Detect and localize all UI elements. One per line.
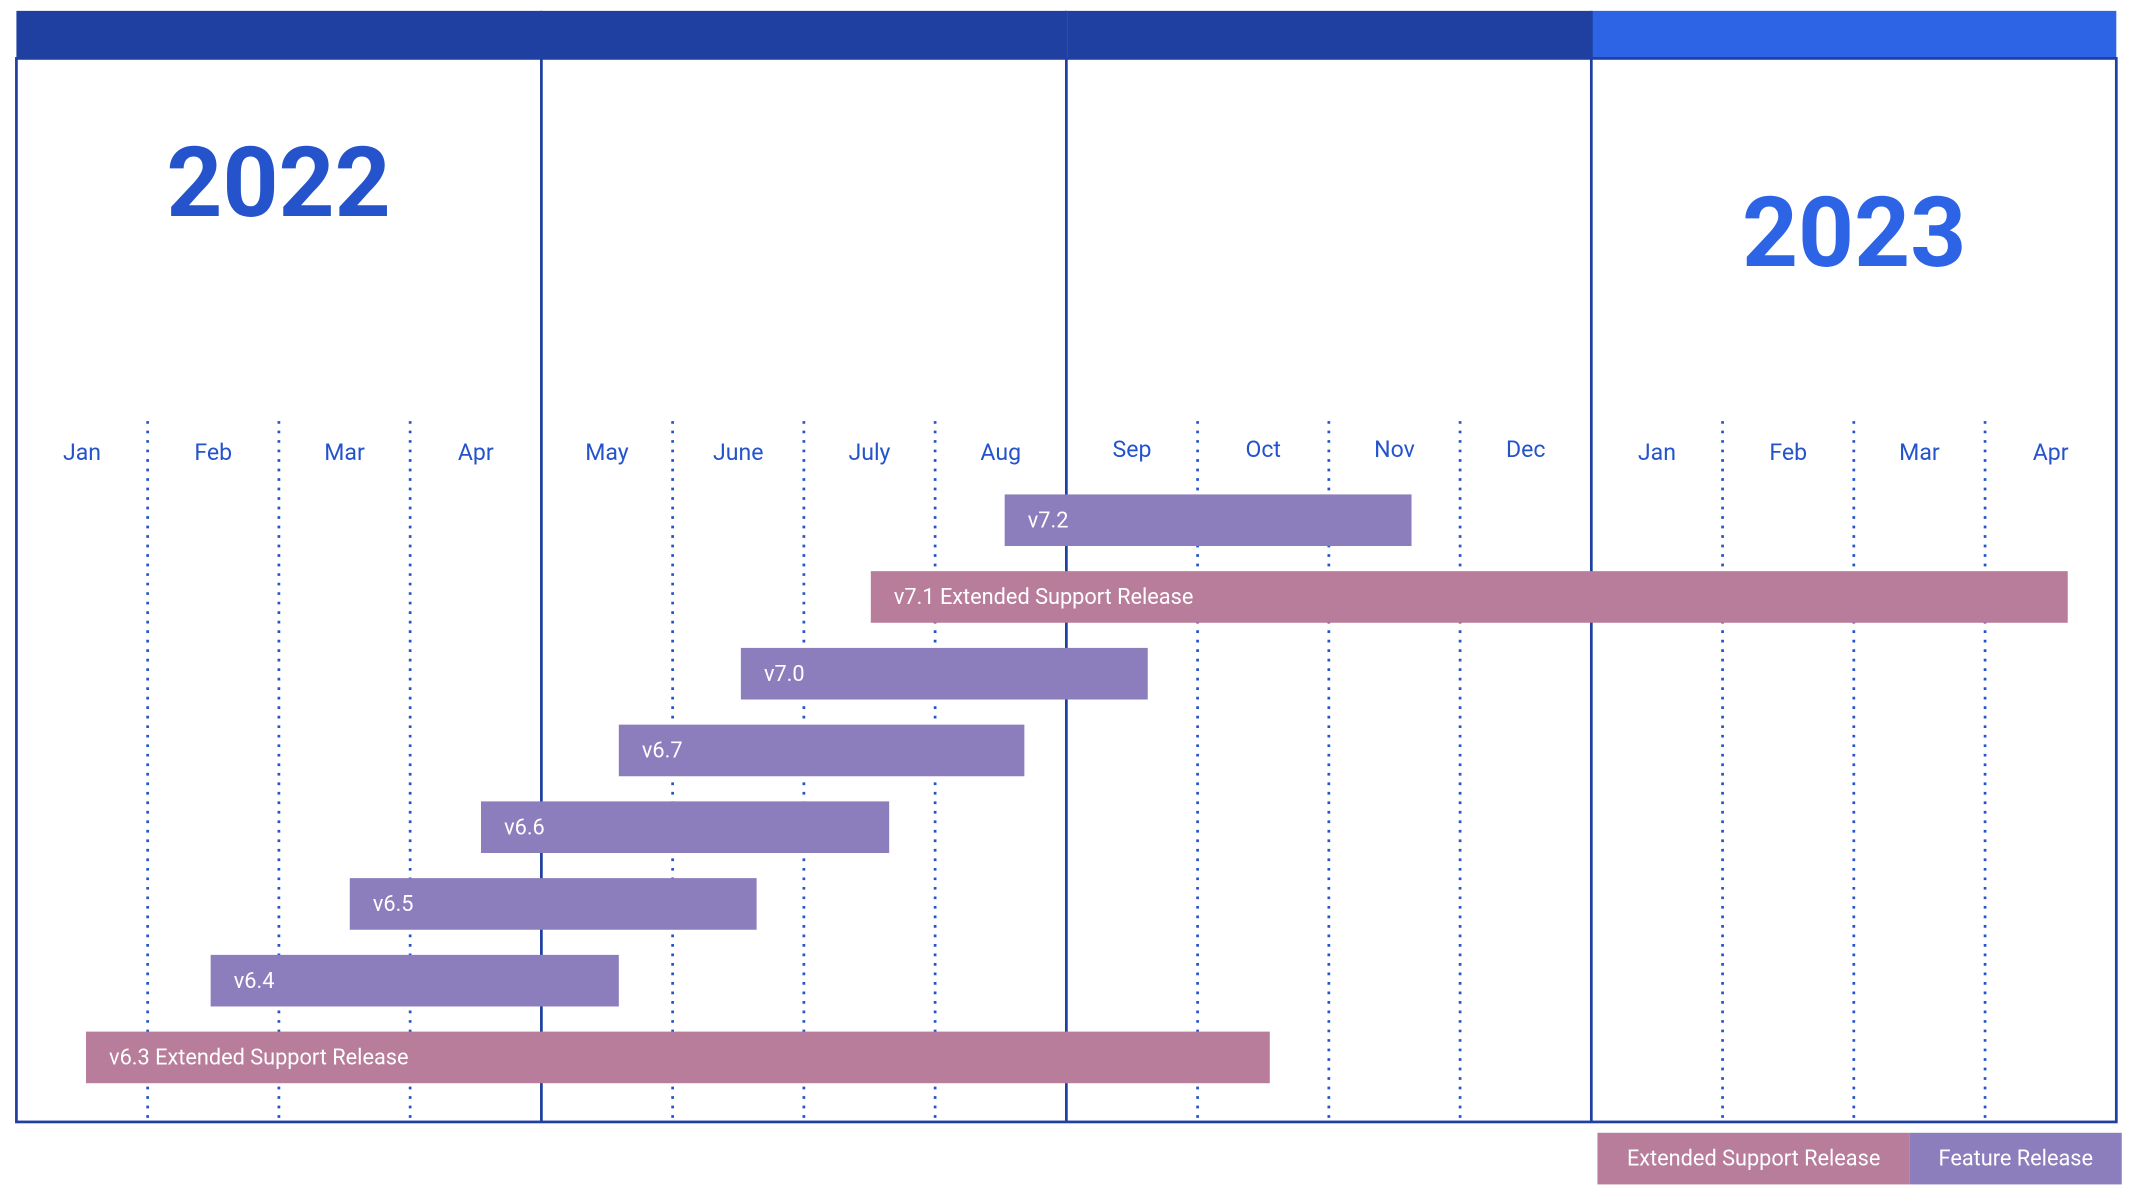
month-label: Mar (1899, 439, 1940, 466)
month-label: Feb (1769, 439, 1807, 466)
release-label: v7.2 (1028, 508, 1069, 533)
month-label: May (585, 439, 629, 466)
month-label: June (713, 439, 763, 466)
release-bar (85, 1031, 1270, 1084)
release-label: v6.5 (373, 892, 414, 917)
release-label: v6.7 (642, 739, 683, 764)
month-label: Mar (324, 439, 365, 466)
header-bar (1592, 10, 2117, 59)
release-label: v7.1 Extended Support Release (894, 585, 1193, 610)
legend-swatch (1909, 1132, 2122, 1185)
header-bar (16, 10, 543, 59)
month-label: July (848, 439, 890, 466)
header-bar (542, 10, 1068, 59)
month-label: Apr (458, 439, 494, 466)
month-label: Jan (63, 439, 101, 466)
release-label: v6.6 (504, 815, 545, 840)
release-label: v6.3 Extended Support Release (109, 1046, 408, 1071)
release-bar (210, 954, 619, 1007)
release-bar (481, 801, 890, 853)
legend-label: Extended Support Release (1627, 1147, 1880, 1172)
legend-swatch (1597, 1132, 1910, 1185)
year-label: 2022 (166, 125, 390, 240)
release-bar (1004, 494, 1412, 547)
legend-label: Feature Release (1939, 1147, 2094, 1172)
month-label: Aug (980, 439, 1021, 466)
month-label: Nov (1374, 436, 1415, 463)
month-label: Jan (1638, 439, 1676, 466)
release-bar (349, 878, 757, 930)
year-label: 2023 (1742, 175, 1966, 290)
release-bar (618, 724, 1025, 777)
month-label: Feb (194, 439, 232, 466)
month-label: Sep (1113, 436, 1152, 463)
month-label: Apr (2033, 439, 2069, 466)
month-label: Dec (1506, 436, 1545, 463)
release-label: v7.0 (764, 662, 805, 687)
release-bar (870, 571, 2068, 623)
month-label: Oct (1245, 436, 1281, 463)
release-bar (740, 647, 1148, 700)
release-label: v6.4 (234, 969, 275, 994)
header-bar (1067, 10, 1593, 59)
